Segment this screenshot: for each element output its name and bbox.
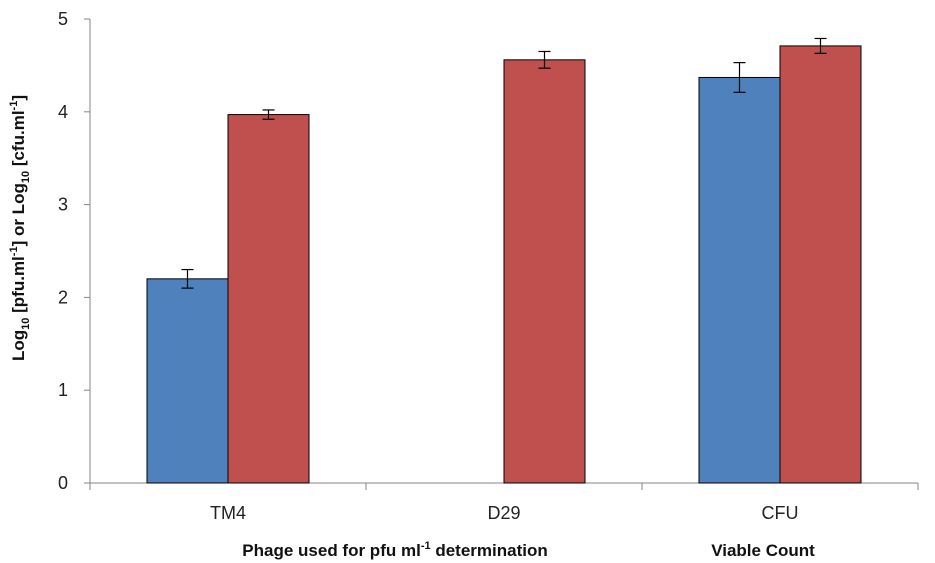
bar [503,59,586,484]
bar [227,114,310,484]
x-group-label-viable-count: Viable Count [711,541,815,560]
x-tick-label: CFU [762,503,799,523]
y-tick-label: 4 [58,102,68,122]
bar [146,278,229,484]
y-axis-title: Log10 [pfu.ml-1] or Log10 [cfu.ml-1] [8,95,32,361]
y-tick-label: 3 [58,195,68,215]
x-tick-label: D29 [487,503,520,523]
y-tick-label: 2 [58,287,68,307]
y-tick-label: 0 [58,473,68,493]
y-tick-label: 5 [58,9,68,29]
x-group-label-phage: Phage used for pfu ml-1 determination [242,540,547,560]
y-axis: 0 1 2 3 4 5 [58,9,91,493]
y-tick-label: 1 [58,380,68,400]
error-bars [181,37,827,289]
x-tick-label: TM4 [210,503,246,523]
bars [146,45,862,484]
bar [698,76,781,484]
bar [779,45,862,484]
x-axis: TM4 D29 CFU [89,482,919,523]
